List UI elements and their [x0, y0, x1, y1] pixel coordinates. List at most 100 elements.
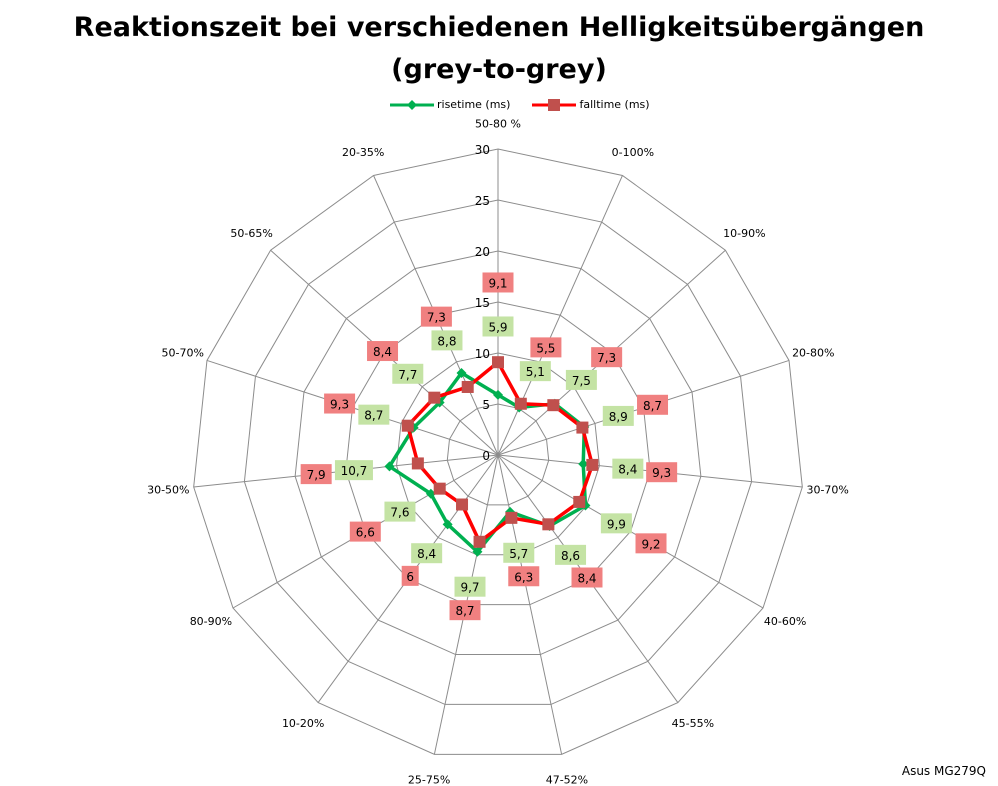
grid-spoke [497, 454, 563, 755]
falltime-data-label: 7,9 [307, 468, 326, 482]
legend-falltime: falltime (ms) [532, 98, 650, 111]
grid-ring [345, 301, 651, 606]
falltime-label-bg [349, 521, 381, 542]
falltime-point [461, 380, 474, 393]
falltime-point [547, 399, 560, 412]
risetime-data-label: 7,6 [390, 506, 409, 520]
falltime-data-label: 9,2 [641, 537, 660, 551]
risetime-label-bg [565, 369, 597, 390]
falltime-point [505, 511, 518, 524]
category-label: 40-60% [764, 615, 806, 628]
risetime-point [425, 488, 436, 499]
falltime-label-bg [637, 394, 669, 415]
risetime-data-label: 5,7 [509, 547, 528, 561]
risetime-label-bg [612, 458, 644, 479]
falltime-label-bg [571, 567, 603, 588]
risetime-label-bg [454, 576, 486, 597]
falltime-point [433, 482, 446, 495]
falltime-label-bg [530, 337, 562, 358]
risetime-label-bg [334, 460, 373, 481]
falltime-data-label: 8,4 [373, 345, 392, 359]
falltime-line [405, 359, 595, 545]
risetime-label-bg [384, 501, 416, 522]
radial-tick-label: 5 [482, 398, 490, 412]
footer-model: Asus MG279Q [901, 764, 986, 778]
legend: risetime (ms) falltime (ms) [390, 98, 650, 111]
falltime-label-bg [449, 600, 481, 621]
falltime-data-label: 9,1 [488, 276, 507, 290]
grid-ring [243, 199, 753, 705]
risetime-point [442, 519, 453, 530]
falltime-label-bg [635, 533, 667, 554]
falltime-point [401, 419, 414, 432]
category-label: 20-35% [342, 146, 384, 159]
radial-tick-label: 30 [475, 143, 490, 157]
category-label: 50-65% [230, 227, 272, 240]
falltime-label-bg [646, 462, 678, 483]
legend-falltime-label: falltime (ms) [579, 98, 650, 111]
grid-ring [193, 148, 803, 755]
category-label: 50-70% [162, 347, 204, 360]
falltime-data-label: 8,7 [643, 399, 662, 413]
risetime-data-label: 9,7 [460, 581, 479, 595]
risetime-data-label: 8,8 [437, 334, 456, 348]
risetime-label-bg [392, 363, 424, 384]
radial-tick-label: 0 [482, 449, 490, 463]
radial-tick-label: 15 [475, 296, 490, 310]
category-label: 50-80 % [475, 118, 521, 131]
risetime-data-label: 8,6 [561, 549, 580, 563]
falltime-data-label: 7,3 [427, 311, 446, 325]
category-label: 20-80% [792, 347, 834, 360]
risetime-data-label: 8,4 [417, 547, 436, 561]
category-label: 0-100% [612, 146, 654, 159]
falltime-point [411, 457, 424, 470]
falltime-point [514, 397, 527, 410]
falltime-data-label: 9,3 [652, 466, 671, 480]
falltime-label-bg [420, 306, 452, 327]
category-label: 47-52% [546, 773, 588, 786]
risetime-data-label: 7,5 [572, 374, 591, 388]
falltime-point [456, 498, 469, 511]
falltime-point [492, 356, 504, 369]
risetime-label-bg [519, 361, 551, 382]
grid-ring [446, 403, 550, 506]
legend-risetime-label: risetime (ms) [437, 98, 511, 111]
falltime-label-bg [324, 393, 356, 414]
falltime-point [576, 421, 589, 434]
falltime-label-bg [401, 565, 419, 586]
risetime-label-bg [431, 330, 463, 351]
falltime-point [586, 458, 599, 471]
risetime-label-bg [555, 544, 587, 565]
risetime-data-label: 10,7 [341, 464, 368, 478]
falltime-label-bg [300, 464, 332, 485]
falltime-point [573, 495, 586, 508]
falltime-point [428, 391, 441, 404]
radial-tick-label: 10 [475, 347, 490, 361]
category-label: 30-50% [147, 484, 189, 497]
falltime-label-bg [591, 347, 623, 368]
risetime-label-bg [358, 404, 390, 425]
risetime-point [472, 546, 483, 557]
chart-subtitle: (grey-to-grey) [391, 54, 607, 85]
radial-tick-label: 25 [475, 194, 490, 208]
falltime-label-bg [482, 272, 514, 293]
category-label: 45-55% [672, 717, 714, 730]
falltime-label-bg [367, 341, 399, 362]
risetime-data-label: 5,9 [488, 320, 507, 334]
falltime-legend-marker-icon [532, 98, 577, 111]
category-label: 25-75% [408, 773, 450, 786]
falltime-data-label: 7,3 [597, 351, 616, 365]
grid-ring [396, 352, 600, 556]
legend-risetime: risetime (ms) [390, 98, 510, 111]
falltime-data-label: 6,6 [356, 526, 375, 540]
falltime-data-label: 8,4 [577, 572, 596, 586]
falltime-point [542, 518, 555, 531]
risetime-label-bg [503, 542, 535, 563]
falltime-data-label: 6 [406, 570, 414, 584]
falltime-data-label: 5,5 [536, 341, 555, 355]
risetime-point [493, 389, 503, 400]
falltime-data-label: 9,3 [330, 398, 349, 412]
risetime-data-label: 8,4 [618, 463, 637, 477]
chart-title: Reaktionszeit bei verschiedenen Helligke… [73, 12, 925, 43]
